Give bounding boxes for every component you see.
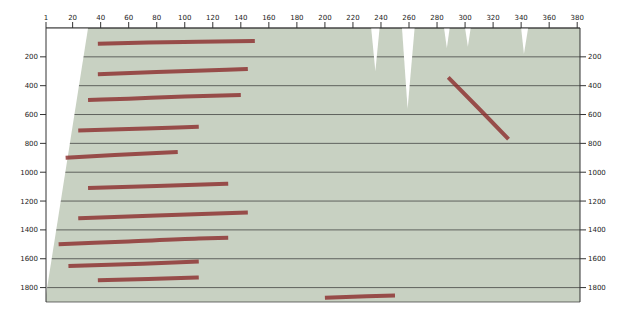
svg-text:200: 200 <box>588 53 601 61</box>
svg-text:1800: 1800 <box>588 284 606 292</box>
svg-text:1: 1 <box>44 14 48 22</box>
svg-text:80: 80 <box>152 14 161 22</box>
svg-text:220: 220 <box>346 14 359 22</box>
svg-text:1800: 1800 <box>20 284 38 292</box>
svg-text:300: 300 <box>458 14 471 22</box>
svg-text:140: 140 <box>234 14 247 22</box>
svg-text:360: 360 <box>542 14 555 22</box>
svg-text:100: 100 <box>178 14 191 22</box>
svg-text:800: 800 <box>588 140 601 148</box>
svg-text:400: 400 <box>25 82 38 90</box>
svg-text:1600: 1600 <box>20 255 38 263</box>
svg-text:600: 600 <box>25 111 38 119</box>
svg-text:40: 40 <box>96 14 105 22</box>
svg-text:1200: 1200 <box>588 198 606 206</box>
svg-text:1200: 1200 <box>20 198 38 206</box>
svg-text:160: 160 <box>262 14 275 22</box>
svg-text:1000: 1000 <box>588 169 606 177</box>
svg-text:280: 280 <box>430 14 443 22</box>
svg-text:340: 340 <box>514 14 527 22</box>
svg-text:200: 200 <box>25 53 38 61</box>
svg-text:260: 260 <box>402 14 415 22</box>
svg-text:380: 380 <box>571 14 584 22</box>
svg-text:240: 240 <box>374 14 387 22</box>
svg-text:120: 120 <box>206 14 219 22</box>
svg-text:60: 60 <box>124 14 133 22</box>
svg-text:320: 320 <box>486 14 499 22</box>
svg-text:1400: 1400 <box>588 226 606 234</box>
svg-text:20: 20 <box>68 14 77 22</box>
svg-text:200: 200 <box>318 14 331 22</box>
svg-text:800: 800 <box>25 140 38 148</box>
svg-text:600: 600 <box>588 111 601 119</box>
svg-text:1600: 1600 <box>588 255 606 263</box>
svg-text:1000: 1000 <box>20 169 38 177</box>
svg-text:1400: 1400 <box>20 226 38 234</box>
svg-text:180: 180 <box>290 14 303 22</box>
svg-text:400: 400 <box>588 82 601 90</box>
